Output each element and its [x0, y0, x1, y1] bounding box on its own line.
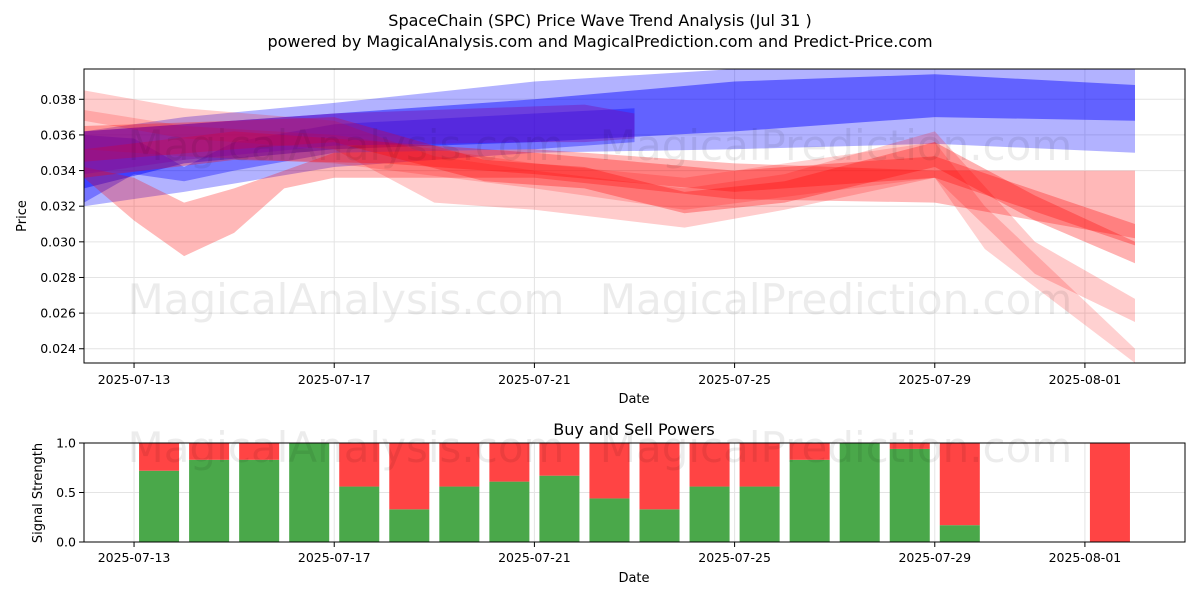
blue-wave-band — [84, 74, 1135, 189]
buy-power-bar — [439, 486, 480, 542]
sell-power-bar — [789, 443, 830, 460]
chart-title-line1: SpaceChain (SPC) Price Wave Trend Analys… — [388, 11, 811, 30]
y-tick-label: 0.026 — [40, 306, 76, 321]
buy-power-bar — [689, 486, 730, 542]
y-tick-label: 0.028 — [40, 270, 76, 285]
y-tick-label: 1.0 — [56, 436, 76, 451]
y-tick-label: 0.5 — [56, 485, 76, 500]
price-chart-watermarks: MagicalAnalysis.com MagicalPrediction.co… — [128, 121, 1073, 324]
price-chart-grid — [84, 69, 1185, 363]
x-tick-label: 2025-07-21 — [498, 372, 571, 387]
sell-power-bar — [339, 443, 380, 487]
x-tick-label: 2025-07-13 — [98, 372, 171, 387]
watermark-prediction: MagicalPrediction.com — [600, 275, 1073, 324]
watermark-analysis: MagicalAnalysis.com — [128, 275, 565, 324]
x-tick-label: 2025-07-13 — [98, 550, 171, 565]
price-chart-xlabel: Date — [618, 392, 649, 407]
buy-power-bar — [289, 443, 330, 542]
y-tick-label: 0.034 — [40, 163, 76, 178]
x-tick-label: 2025-07-17 — [298, 372, 371, 387]
sell-power-bar — [439, 443, 480, 487]
x-tick-label: 2025-07-17 — [298, 550, 371, 565]
watermark-prediction: MagicalPrediction.com — [600, 121, 1073, 170]
y-tick-label: 0.0 — [56, 535, 76, 550]
buy-power-bar — [789, 459, 830, 542]
red-wave-band — [84, 149, 1135, 257]
price-chart-frame — [83, 68, 1186, 364]
sell-power-bar — [939, 443, 980, 526]
purple-wave-band — [84, 104, 635, 175]
signal-chart-ylabel: Signal Strength — [31, 443, 46, 543]
blue-wave-band — [84, 108, 635, 203]
sell-power-bar — [239, 443, 280, 460]
x-tick-label: 2025-07-29 — [898, 372, 971, 387]
sell-power-bar — [539, 443, 580, 476]
buy-power-bar — [589, 498, 630, 542]
blue-wave-band — [84, 69, 1135, 207]
red-wave-band — [84, 90, 1135, 323]
chart-title-line2: powered by MagicalAnalysis.com and Magic… — [267, 32, 932, 51]
watermark-prediction: MagicalPrediction.com — [600, 423, 1073, 472]
sell-power-bar — [689, 443, 730, 487]
buy-power-bar — [489, 481, 530, 542]
signal-chart-watermarks: MagicalAnalysis.com MagicalPrediction.co… — [128, 423, 1073, 472]
red-wave-band — [84, 110, 1135, 363]
y-tick-label: 0.036 — [40, 127, 76, 142]
x-tick-label: 2025-08-01 — [1049, 550, 1122, 565]
sell-power-bar — [889, 443, 930, 449]
signal-chart-axes: 2025-07-13 2025-07-17 2025-07-21 2025-07-25… — [56, 436, 1121, 566]
sell-power-bar — [1089, 443, 1130, 542]
sell-power-bar — [189, 443, 230, 460]
sell-power-bar — [389, 443, 430, 510]
buy-power-bar — [939, 525, 980, 542]
buy-power-bar — [539, 475, 580, 542]
price-chart-ylabel: Price — [15, 200, 30, 232]
bottom-chart-title: Buy and Sell Powers — [553, 420, 715, 439]
y-tick-label: 0.038 — [40, 92, 76, 107]
x-tick-label: 2025-08-01 — [1049, 372, 1122, 387]
buy-power-bar — [239, 459, 280, 542]
buy-power-bar — [339, 486, 380, 542]
watermark-analysis: MagicalAnalysis.com — [128, 121, 565, 170]
sell-power-bar — [739, 443, 780, 487]
x-tick-label: 2025-07-25 — [698, 550, 771, 565]
y-tick-label: 0.032 — [40, 199, 76, 214]
buy-power-bar — [639, 509, 680, 542]
signal-chart-xlabel: Date — [618, 571, 649, 586]
watermark-analysis: MagicalAnalysis.com — [128, 423, 565, 472]
price-chart-bands — [84, 69, 1135, 363]
x-tick-label: 2025-07-25 — [698, 372, 771, 387]
sell-power-bar — [139, 443, 180, 471]
buy-power-bar — [189, 459, 230, 542]
buy-power-bar — [889, 448, 930, 542]
buy-power-bar — [139, 470, 180, 542]
sell-power-bar — [489, 443, 530, 482]
buy-power-bar — [389, 509, 430, 542]
sell-power-bar — [639, 443, 680, 510]
y-tick-label: 0.030 — [40, 234, 76, 249]
sell-power-bar — [589, 443, 630, 499]
price-chart-axes: 2025-07-13 2025-07-17 2025-07-21 2025-07-25… — [40, 92, 1121, 387]
buy-power-bar — [839, 443, 880, 542]
x-tick-label: 2025-07-21 — [498, 550, 571, 565]
red-wave-band — [84, 131, 1135, 246]
buy-power-bar — [739, 486, 780, 542]
signal-chart-bars — [139, 443, 1130, 542]
y-tick-label: 0.024 — [40, 341, 76, 356]
x-tick-label: 2025-07-29 — [898, 550, 971, 565]
red-wave-band — [84, 117, 1135, 264]
